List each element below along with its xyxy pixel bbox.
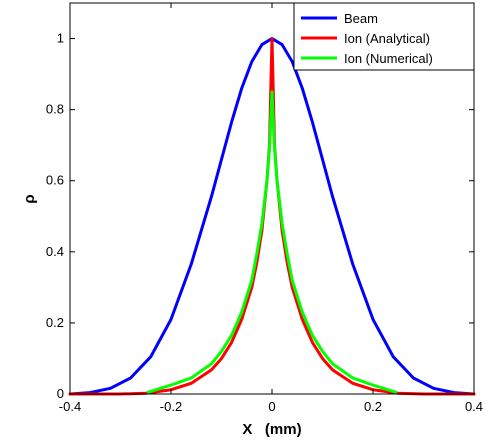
x-tick-label: -0.2 [160, 399, 182, 414]
y-tick-label: 0 [57, 386, 64, 401]
legend-label-0: Beam [344, 11, 378, 26]
y-tick-label: 0.6 [46, 173, 64, 188]
x-tick-label: 0.2 [364, 399, 382, 414]
y-axis-label: ρ [21, 194, 38, 203]
y-tick-label: 1 [57, 31, 64, 46]
tick-layer: -0.4 -0.2 0 0.2 0.4 0 0.2 0.4 0.6 0.8 1 [46, 3, 483, 414]
y-tick-label: 0.4 [46, 244, 64, 259]
x-tick-label: 0 [268, 399, 275, 414]
legend: Beam Ion (Analytical) Ion (Numerical) [293, 2, 475, 71]
series-layer [68, 37, 476, 396]
legend-label-1: Ion (Analytical) [344, 31, 430, 46]
series-line-2 [146, 90, 398, 394]
y-tick-label: 0.2 [46, 315, 64, 330]
y-tick-label: 0.8 [46, 102, 64, 117]
x-axis-label: X (mm) [242, 421, 301, 438]
series-line-1 [68, 37, 476, 396]
x-tick-label: 0.4 [465, 399, 483, 414]
x-tick-label: -0.4 [59, 399, 81, 414]
legend-label-2: Ion (Numerical) [344, 51, 433, 66]
